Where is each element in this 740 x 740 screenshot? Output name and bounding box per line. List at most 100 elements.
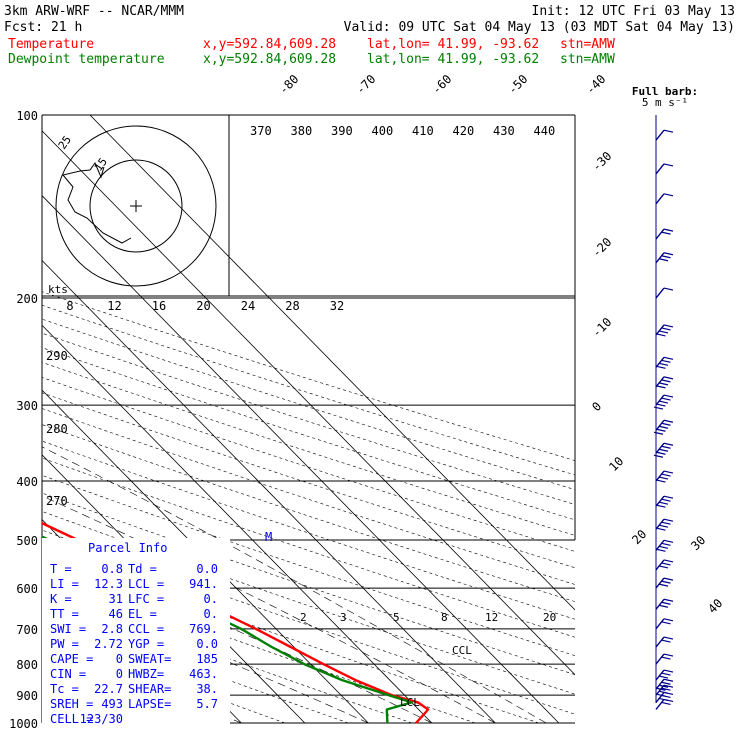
dry-adiabat-line xyxy=(42,304,575,476)
ccl-label: CCL xyxy=(452,644,472,657)
wind-barb-flag xyxy=(661,694,671,698)
wind-barb-flag xyxy=(661,580,671,584)
wind-barb-flag xyxy=(663,129,674,133)
theta-label: 420 xyxy=(453,124,475,138)
wind-barb xyxy=(655,324,674,337)
wind-barb-flag xyxy=(663,376,674,380)
parcel-info-cell: Tc = xyxy=(50,682,79,696)
wind-barb-flag xyxy=(663,442,674,446)
legend-temperature-stn: stn=AMW xyxy=(560,37,615,52)
parcel-info-cell: 0 xyxy=(116,652,123,666)
wind-barb-shaft xyxy=(655,287,665,299)
pressure-tick-label: 600 xyxy=(16,582,38,596)
wind-barb xyxy=(655,193,674,205)
lcl-label: LCL xyxy=(400,696,420,709)
isotherm-label: 30 xyxy=(688,533,708,553)
wind-barb xyxy=(655,669,674,681)
wind-barb-flag xyxy=(656,504,666,508)
wind-barb xyxy=(655,163,674,175)
barb-legend-sub: 5 m s⁻¹ xyxy=(642,96,688,109)
parcel-info-title: Parcel Info xyxy=(88,541,167,555)
wind-barb xyxy=(655,495,674,508)
wind-barb-flag xyxy=(656,385,666,389)
wind-barb-flag xyxy=(661,672,671,676)
mixing-ratio-label: 2 xyxy=(300,611,307,624)
barb-legend-title: Full barb: xyxy=(632,85,698,98)
wind-barb xyxy=(655,252,674,264)
wind-barb-shaft xyxy=(655,442,665,454)
wind-barb-flag xyxy=(661,397,671,401)
wind-barb-flag xyxy=(658,524,669,528)
wind-barb-shaft xyxy=(655,684,665,696)
wind-barb-shaft xyxy=(655,518,665,530)
wind-barb-flag xyxy=(663,518,674,522)
wind-barb-flag xyxy=(653,406,664,410)
wind-barb xyxy=(655,539,674,552)
parcel-info-cell: YGP = xyxy=(128,637,164,651)
wind-barb-flag xyxy=(658,583,669,587)
wind-barb-flag xyxy=(663,669,674,673)
parcel-info-cell: LAPSE= xyxy=(128,697,171,711)
mixing-ratio-label: 3 xyxy=(340,611,347,624)
parcel-info-cell: HWBZ= xyxy=(128,667,164,681)
wind-barb-flag xyxy=(656,403,666,407)
wind-barb-shaft xyxy=(655,324,665,336)
parcel-info-cell: LI = xyxy=(50,577,79,591)
parcel-info-cell: 31 xyxy=(109,592,123,606)
theta-label: 400 xyxy=(372,124,394,138)
wind-barb-flag xyxy=(656,333,666,337)
wind-barb-shaft xyxy=(655,699,665,710)
isotherm-label: 0 xyxy=(589,399,604,414)
mixing-ratio-label: 20 xyxy=(543,611,556,624)
wind-barb-flag xyxy=(663,163,674,167)
wind-barb-flag xyxy=(663,394,674,398)
parcel-info-cell: 0.8 xyxy=(101,562,123,576)
wind-barb-flag xyxy=(658,400,669,404)
kts-label: kts xyxy=(48,283,68,296)
wind-barb-shaft xyxy=(655,678,665,690)
wind-barb xyxy=(655,287,674,299)
wind-barb xyxy=(653,442,674,458)
mixing-ratio-label: 12 xyxy=(485,611,498,624)
wind-barb-flag xyxy=(663,653,674,657)
parcel-info-cell: CAPE = xyxy=(50,652,93,666)
wind-barb-flag xyxy=(661,473,671,477)
wind-barb-shaft xyxy=(655,419,665,431)
wind-barb-flag xyxy=(658,604,669,608)
wind-barb-flag xyxy=(658,362,669,366)
wind-barb-flag xyxy=(661,422,671,426)
mixing-ratio-label: 8 xyxy=(441,611,448,624)
wind-barb-shaft xyxy=(655,691,665,703)
wind-barb-flag xyxy=(663,252,674,256)
hodograph-speed-label: 12 xyxy=(107,299,121,313)
hodograph-speed-label: 16 xyxy=(152,299,166,313)
parcel-info-cell: PW = xyxy=(50,637,79,651)
wind-barb-shaft xyxy=(655,653,665,665)
parcel-info-cell: 463. xyxy=(189,667,218,681)
model-title: 3km ARW-WRF -- NCAR/MMM xyxy=(4,4,184,19)
wind-barb xyxy=(655,129,674,141)
wind-barb-flag xyxy=(661,359,671,363)
wind-barb-flag xyxy=(663,698,674,703)
theta-label: 390 xyxy=(331,124,353,138)
wind-barb-flag xyxy=(663,684,674,688)
wind-barb-shaft xyxy=(655,559,665,571)
theta-label: 410 xyxy=(412,124,434,138)
dry-adiabat-line xyxy=(42,392,575,569)
parcel-info-box: Parcel Info T = 0.8 Td = 0.0LI = 12.3 LCL = 94… xyxy=(42,538,230,730)
wind-barb xyxy=(655,598,674,610)
isotherm-label: -60 xyxy=(429,72,454,97)
theta-left-label: 290 xyxy=(46,349,68,363)
wind-barb-shaft xyxy=(655,495,665,507)
wind-barb-flag xyxy=(661,681,671,685)
m-marker: M xyxy=(265,530,272,544)
wind-barb-flag xyxy=(661,562,671,566)
parcel-info-cell: 22.7 xyxy=(94,682,123,696)
parcel-info-cell: 0.0 xyxy=(196,562,218,576)
wind-barb-flag xyxy=(661,656,671,660)
wind-barb-shaft xyxy=(655,618,665,630)
wind-barb-flag xyxy=(658,545,669,549)
wind-barb-flag xyxy=(658,476,669,480)
parcel-info-cell: 493 xyxy=(101,697,123,711)
